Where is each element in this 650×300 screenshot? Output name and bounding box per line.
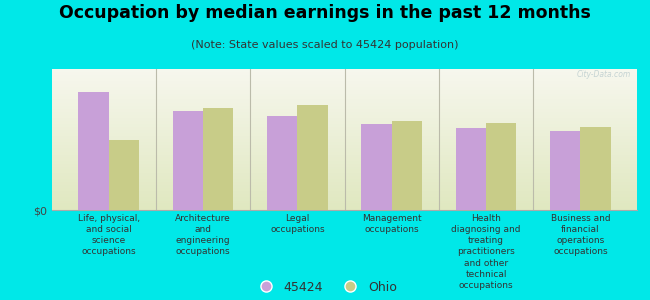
Bar bbox=[297, 105, 328, 210]
Text: City-Data.com: City-Data.com bbox=[577, 70, 631, 80]
Bar bbox=[550, 131, 580, 210]
Bar bbox=[580, 127, 610, 210]
Bar bbox=[109, 140, 139, 210]
Text: Occupation by median earnings in the past 12 months: Occupation by median earnings in the pas… bbox=[59, 4, 591, 22]
Text: (Note: State values scaled to 45424 population): (Note: State values scaled to 45424 popu… bbox=[191, 40, 459, 50]
Bar bbox=[79, 92, 109, 210]
Bar bbox=[456, 128, 486, 210]
Bar bbox=[267, 116, 297, 210]
Legend: 45424, Ohio: 45424, Ohio bbox=[254, 281, 396, 294]
Bar bbox=[173, 111, 203, 210]
Bar bbox=[361, 124, 392, 210]
Bar bbox=[392, 122, 422, 210]
Bar bbox=[486, 123, 516, 210]
Bar bbox=[203, 108, 233, 210]
